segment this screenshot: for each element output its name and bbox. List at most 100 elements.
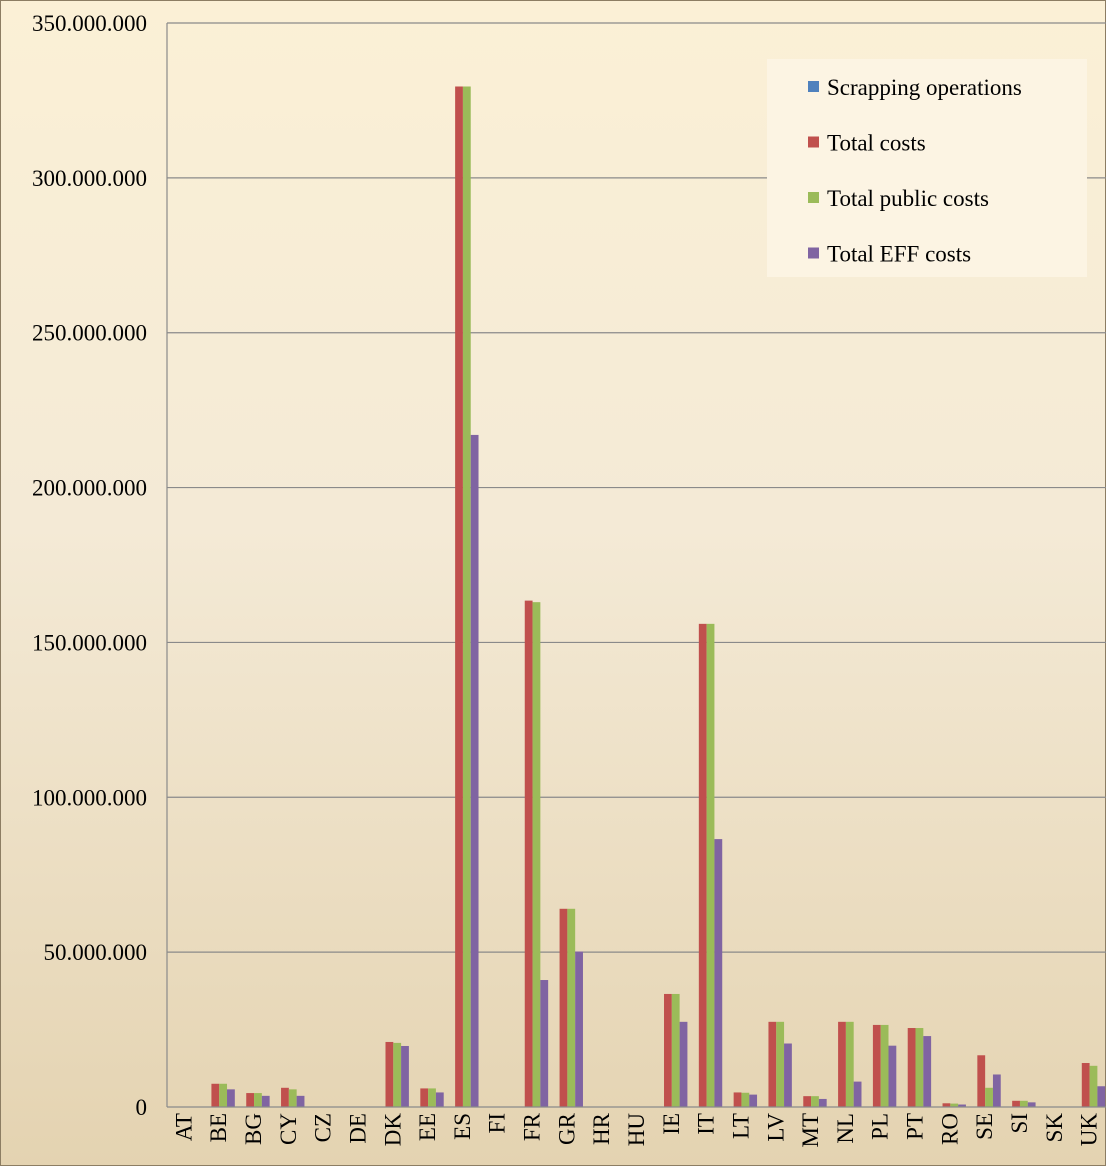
bar [838, 1021, 846, 1107]
bar [872, 1024, 881, 1107]
bar [540, 980, 549, 1107]
bar [942, 1103, 951, 1107]
bar [784, 1043, 792, 1107]
x-axis-ticks: AT BE BG CY CZ DE DK EE ES FI FR GR HR HU IE IT LT LV MT NL… [171, 1112, 1101, 1147]
bar [679, 1021, 688, 1107]
bar [714, 839, 723, 1107]
bar [261, 1095, 270, 1107]
bar [888, 1045, 897, 1107]
legend-label: Total EFF costs [827, 242, 971, 267]
y-tick-label: 0 [136, 1095, 148, 1120]
grid-lines [167, 22, 1106, 953]
bar [706, 623, 715, 1107]
y-tick-label: 100.000.000 [32, 785, 147, 810]
x-tick-label: CZ [311, 1113, 336, 1142]
bar [776, 1021, 785, 1107]
bar [470, 434, 479, 1107]
x-tick-label: EE [415, 1113, 440, 1141]
x-tick-label: HR [589, 1112, 614, 1145]
x-tick-label: HU [624, 1113, 649, 1147]
bar [428, 1088, 436, 1107]
bar [559, 908, 568, 1107]
bar [664, 993, 672, 1107]
bar [853, 1081, 862, 1107]
bar [227, 1089, 235, 1107]
bar [992, 1074, 1001, 1107]
bar [845, 1021, 854, 1107]
y-axis-ticks: 0 50.000.000 100.000.000 150.000.000 200.000… [32, 11, 147, 1120]
legend-swatch [808, 81, 819, 92]
x-tick-label: PL [868, 1113, 893, 1140]
x-tick-label: LT [728, 1113, 753, 1139]
x-tick-label: SE [972, 1113, 997, 1140]
legend-swatch [808, 136, 819, 148]
bar [671, 993, 680, 1107]
bar [567, 908, 576, 1107]
legend-box [767, 59, 1087, 277]
bar [281, 1087, 289, 1107]
x-tick-label: RO [937, 1113, 962, 1145]
x-tick-label: SI [1007, 1113, 1032, 1133]
legend-label: Scrapping operations [827, 75, 1022, 100]
bar [950, 1103, 959, 1107]
bar [524, 600, 533, 1107]
y-tick-label: 150.000.000 [32, 630, 147, 655]
legend-swatch [808, 192, 819, 203]
bar [915, 1028, 924, 1107]
x-tick-label: SK [1042, 1113, 1067, 1143]
bar [1089, 1065, 1098, 1107]
bars [211, 86, 1106, 1107]
legend-label: Total costs [827, 131, 926, 156]
bar [880, 1024, 889, 1107]
x-tick-label: ES [450, 1113, 475, 1140]
bar [393, 1042, 402, 1107]
x-tick-label: LV [763, 1113, 788, 1142]
y-tick-label: 350.000.000 [32, 11, 147, 36]
bar [958, 1104, 966, 1107]
x-tick-label: PT [903, 1113, 928, 1140]
legend: Scrapping operations Total costs Total pub… [767, 59, 1087, 277]
bar [1097, 1086, 1106, 1107]
bar [385, 1041, 394, 1107]
bar [1019, 1100, 1028, 1107]
bar [907, 1028, 916, 1107]
bar [296, 1095, 305, 1107]
bar [462, 86, 471, 1107]
bar [698, 623, 707, 1107]
bar [288, 1089, 297, 1107]
y-tick-label: 300.000.000 [32, 166, 147, 191]
bar [420, 1088, 429, 1107]
x-tick-label: DE [345, 1113, 370, 1144]
bar [749, 1094, 758, 1107]
bar [455, 86, 463, 1107]
x-tick-label: GR [554, 1112, 579, 1145]
x-tick-label: IT [694, 1113, 719, 1135]
bar [803, 1096, 812, 1107]
bar [1081, 1063, 1090, 1107]
x-tick-label: MT [798, 1113, 823, 1148]
bar [254, 1093, 262, 1107]
x-tick-label: FR [520, 1112, 545, 1141]
x-tick-label: DK [380, 1113, 405, 1147]
bar [401, 1045, 409, 1107]
y-tick-label: 50.000.000 [44, 940, 148, 965]
bar [211, 1083, 220, 1107]
bar [575, 951, 583, 1107]
bar [811, 1096, 819, 1107]
x-tick-label: NL [833, 1113, 858, 1144]
bar [733, 1092, 742, 1107]
x-tick-label: IE [659, 1113, 684, 1135]
bar [977, 1055, 986, 1107]
bar [219, 1083, 228, 1107]
x-tick-label: UK [1077, 1113, 1102, 1147]
bar [532, 602, 541, 1107]
bar [1012, 1100, 1020, 1107]
bar [435, 1092, 444, 1107]
x-tick-label: BG [241, 1113, 266, 1145]
y-tick-label: 200.000.000 [32, 476, 147, 501]
bar [741, 1092, 750, 1107]
legend-label: Total public costs [827, 186, 989, 211]
y-tick-label: 250.000.000 [32, 321, 147, 346]
